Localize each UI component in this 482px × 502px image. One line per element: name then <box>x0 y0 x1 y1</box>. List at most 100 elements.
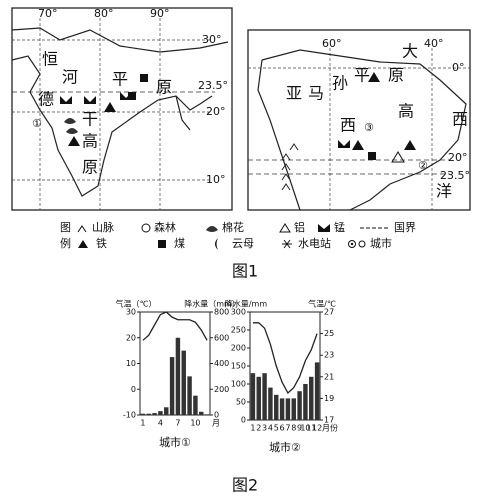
legend-title: 例 <box>60 236 71 250</box>
lat-label: 23.5° <box>440 169 470 182</box>
y-tick-label: 10 <box>126 359 136 368</box>
x-tick-label: 4 <box>158 419 163 428</box>
region-label: 亚 <box>286 84 302 103</box>
city-label: ② <box>418 159 428 172</box>
region-label: 西 <box>452 110 468 129</box>
precipitation-bar <box>268 387 273 420</box>
region-label: 西 <box>340 116 356 135</box>
legend-label: 云母 <box>232 237 254 250</box>
chart-title: 城市① <box>159 435 191 449</box>
city-label: ① <box>32 117 42 130</box>
lat-label: 20° <box>206 105 226 118</box>
y2-tick-label: 400 <box>214 359 229 368</box>
precipitation-bar <box>285 398 291 420</box>
x-tick-label: 11 <box>306 424 316 433</box>
x-tick-label: 5 <box>274 424 279 433</box>
x-tick-label: 10 <box>300 424 310 433</box>
precipitation-bar <box>146 413 151 415</box>
legend-label: 国界 <box>394 221 416 234</box>
precipitation-bar <box>309 376 314 420</box>
precipitation-bar <box>169 357 175 415</box>
region-label: 大 <box>402 42 418 61</box>
x-axis-label: 月份 <box>322 423 338 433</box>
x-tick-label: 8 <box>291 424 296 433</box>
legend-label: 铁 <box>96 237 107 250</box>
precipitation-bar <box>199 411 204 415</box>
y2-tick-label: 600 <box>214 333 229 342</box>
y2-tick-label: 800 <box>214 308 229 317</box>
y2-tick-label: 25 <box>324 329 334 338</box>
region-label: 高 <box>82 132 98 151</box>
map-india: 70° 80° 90° 30° 23.5° 20° 10° 恒 河 平 原 德 … <box>11 7 233 211</box>
y2-tick-label: 19 <box>324 394 334 403</box>
x-tick-label: 1 <box>250 424 255 433</box>
y2-tick-label: 27 <box>324 308 334 317</box>
precipitation-bar <box>256 376 261 420</box>
precipitation-bar <box>274 394 279 420</box>
legend-label: 山脉 <box>92 220 114 234</box>
precipitation-bar <box>175 337 181 415</box>
precipitation-bar <box>262 373 267 420</box>
region-label: 马 <box>308 84 324 103</box>
temperature-line <box>142 311 208 341</box>
legend-label: 水电站 <box>298 236 331 250</box>
region-label: 原 <box>156 78 172 97</box>
precipitation-bar <box>297 391 302 420</box>
precipitation-bar <box>279 398 285 420</box>
lat-label: 0° <box>452 61 465 74</box>
lon-label: 70° <box>38 7 58 20</box>
y-tick-label: 300 <box>231 308 246 317</box>
figure-caption: 图2 <box>232 476 258 495</box>
legend-label: 煤 <box>174 237 185 250</box>
precipitation-bar <box>250 373 256 420</box>
y-tick-label: 200 <box>231 344 246 353</box>
map-brazil: 60° 40° 0° 20° 23.5° 大 亚 马 孙 平 原 高 西 西 洋… <box>247 29 471 211</box>
x-tick-label: 7 <box>285 424 290 433</box>
precipitation-bar <box>158 411 163 415</box>
temperature-line <box>252 322 318 395</box>
legend-label: 棉花 <box>222 220 244 234</box>
chart-title: 城市② <box>269 440 301 454</box>
y-tick-label: -10 <box>123 411 136 420</box>
precipitation-bar <box>303 384 308 420</box>
lon-label: 40° <box>424 37 444 50</box>
y-tick-label: 20 <box>126 333 136 342</box>
region-label: 德 <box>38 90 54 109</box>
x-tick-label: 9 <box>297 424 302 433</box>
x-tick-label: 3 <box>262 424 267 433</box>
y2-tick-label: 0 <box>214 411 219 420</box>
region-label: 高 <box>398 102 414 121</box>
precipitation-bar <box>193 395 198 415</box>
y-tick-label: 150 <box>231 362 246 371</box>
lon-label: 60° <box>322 37 342 50</box>
x-tick-label: 4 <box>268 424 273 433</box>
lat-label: 10° <box>206 173 226 186</box>
x-tick-label: 12 <box>312 424 322 433</box>
precipitation-bar <box>291 398 296 420</box>
y2-tick-label: 17 <box>324 416 334 425</box>
y-axis-label: 降水量/mm <box>225 299 267 309</box>
region-label: 平 <box>112 70 128 89</box>
x-tick-label: 6 <box>280 424 285 433</box>
precipitation-bar <box>140 413 146 415</box>
region-label: 原 <box>82 158 98 177</box>
region-label: 恒 <box>42 50 58 69</box>
y-tick-label: 100 <box>231 380 246 389</box>
y-tick-label: 50 <box>236 398 246 407</box>
y-tick-label: 250 <box>231 326 246 335</box>
region-label: 洋 <box>436 182 452 201</box>
region-label: 河 <box>62 68 78 87</box>
precipitation-bar <box>187 376 192 415</box>
y2-axis-label: 降水量（mm） <box>184 299 240 309</box>
x-tick-label: 2 <box>256 424 261 433</box>
lat-label: 23.5° <box>198 79 228 92</box>
precipitation-bar <box>181 350 186 415</box>
legend: 图 例 山脉 森林 棉花 铝 锰 国界 铁 煤 云母 水电站 城市 <box>60 220 416 250</box>
legend-label: 城市 <box>370 236 392 250</box>
region-label: 平 <box>354 66 370 85</box>
lat-label: 30° <box>202 33 222 46</box>
legend-label: 铝 <box>294 220 305 234</box>
precipitation-bar <box>152 413 157 415</box>
lon-label: 90° <box>150 7 170 20</box>
